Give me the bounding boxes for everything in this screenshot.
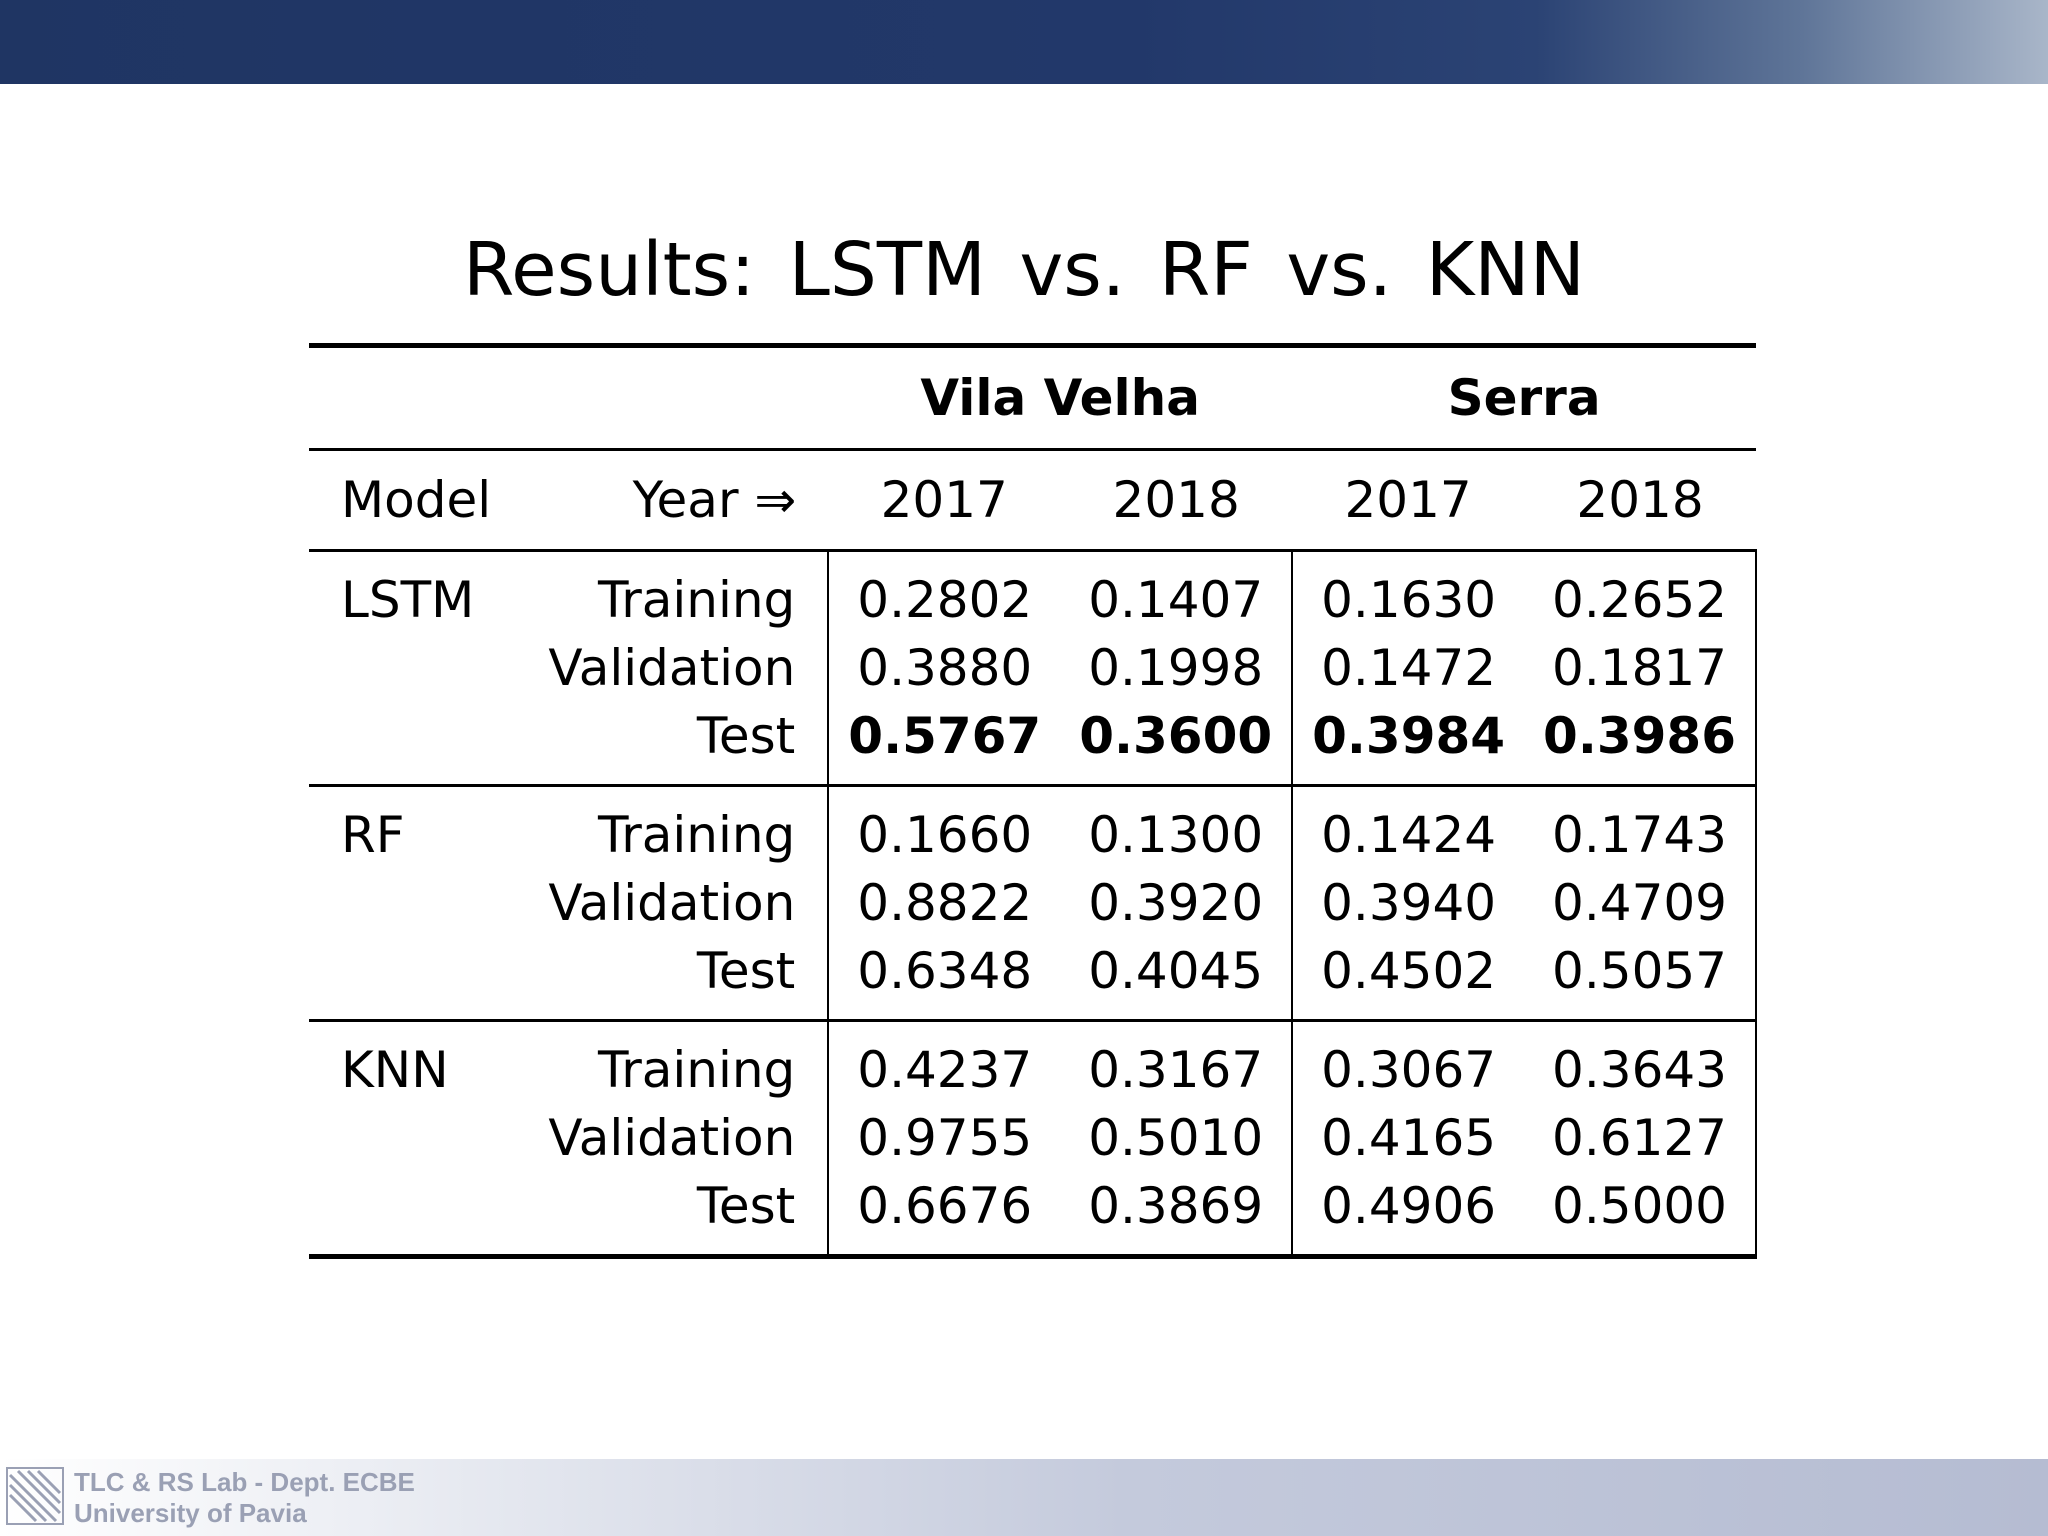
table-cell-best: 0.3986 xyxy=(1524,702,1757,786)
empty-cell xyxy=(309,634,523,702)
year-header: 2017 xyxy=(1344,471,1472,529)
table-cell: 0.1817 xyxy=(1524,634,1757,702)
set-label: Test xyxy=(696,942,796,1000)
empty-cell xyxy=(309,702,523,786)
table-cell: 0.3869 xyxy=(1088,1177,1264,1235)
lab-logo-icon xyxy=(6,1467,64,1525)
year-header: 2017 xyxy=(880,471,1008,529)
set-label: Validation xyxy=(548,874,796,932)
table-cell: 0.4906 xyxy=(1291,1172,1525,1257)
set-label: Training xyxy=(598,806,796,864)
table-cell: 0.3167 xyxy=(1088,1041,1264,1099)
model-column-header: Model xyxy=(341,471,492,529)
table-cell: 0.3920 xyxy=(1088,874,1264,932)
table-cell: 0.5000 xyxy=(1524,1172,1757,1257)
table-cell-best: 0.3984 xyxy=(1291,702,1525,786)
slide-title: Results: LSTM vs. RF vs. KNN xyxy=(463,227,1585,313)
footer-line-university: University of Pavia xyxy=(74,1498,307,1528)
set-label: Validation xyxy=(548,1109,796,1167)
empty-cell xyxy=(309,1104,523,1172)
footer-bar: TLC & RS Lab - Dept. ECBE University of … xyxy=(0,1459,2048,1536)
set-label: Training xyxy=(598,1041,796,1099)
year-column-header: Year ⇒ xyxy=(632,471,797,529)
empty-cell xyxy=(309,346,523,450)
year-header: 2018 xyxy=(1112,471,1240,529)
table-cell: 0.3067 xyxy=(1291,1020,1525,1104)
table-cell: 0.5057 xyxy=(1524,937,1757,1021)
empty-cell xyxy=(523,346,828,450)
table-cell-best: 0.3600 xyxy=(1079,707,1273,765)
table-cell: 0.8822 xyxy=(827,869,1061,937)
table-cell-best: 0.5767 xyxy=(827,702,1061,786)
table-cell: 0.4237 xyxy=(827,1020,1061,1104)
header-bar xyxy=(0,0,2048,84)
model-name: RF xyxy=(341,806,405,864)
city-header-serra: Serra xyxy=(1447,369,1601,427)
table-cell: 0.6348 xyxy=(827,937,1061,1021)
empty-cell xyxy=(309,869,523,937)
empty-cell xyxy=(309,1172,523,1257)
table-cell: 0.1998 xyxy=(1088,639,1264,697)
footer-line-lab: TLC & RS Lab - Dept. ECBE xyxy=(74,1467,415,1497)
model-name: LSTM xyxy=(341,571,475,629)
table-cell: 0.1743 xyxy=(1524,785,1757,869)
table-cell: 0.2802 xyxy=(827,550,1061,634)
table-cell: 0.1660 xyxy=(827,785,1061,869)
table-cell: 0.1472 xyxy=(1291,634,1525,702)
set-label: Test xyxy=(696,1177,796,1235)
city-header-vila-velha: Vila Velha xyxy=(920,369,1201,427)
table-cell: 0.6127 xyxy=(1524,1104,1757,1172)
table-cell: 0.1300 xyxy=(1088,806,1264,864)
set-label: Validation xyxy=(548,639,796,697)
set-label: Training xyxy=(598,571,796,629)
table-cell: 0.3643 xyxy=(1524,1020,1757,1104)
footer-text: TLC & RS Lab - Dept. ECBE University of … xyxy=(74,1467,415,1529)
table-cell: 0.4045 xyxy=(1088,942,1264,1000)
model-name: KNN xyxy=(341,1041,449,1099)
table-cell: 0.6676 xyxy=(827,1172,1061,1257)
year-header: 2018 xyxy=(1576,471,1704,529)
table-cell: 0.3880 xyxy=(827,634,1061,702)
table-cell: 0.2652 xyxy=(1524,550,1757,634)
empty-cell xyxy=(309,937,523,1021)
table-cell: 0.4709 xyxy=(1524,869,1757,937)
set-label: Test xyxy=(696,707,796,765)
table-cell: 0.5010 xyxy=(1088,1109,1264,1167)
table-cell: 0.1630 xyxy=(1291,550,1525,634)
table-cell: 0.1407 xyxy=(1088,571,1264,629)
table-cell: 0.9755 xyxy=(827,1104,1061,1172)
table-cell: 0.3940 xyxy=(1291,869,1525,937)
table-cell: 0.1424 xyxy=(1291,785,1525,869)
results-table: Vila Velha Serra Model Year ⇒ 2017 2018 … xyxy=(309,343,1757,1259)
table-cell: 0.4165 xyxy=(1291,1104,1525,1172)
table-cell: 0.4502 xyxy=(1291,937,1525,1021)
